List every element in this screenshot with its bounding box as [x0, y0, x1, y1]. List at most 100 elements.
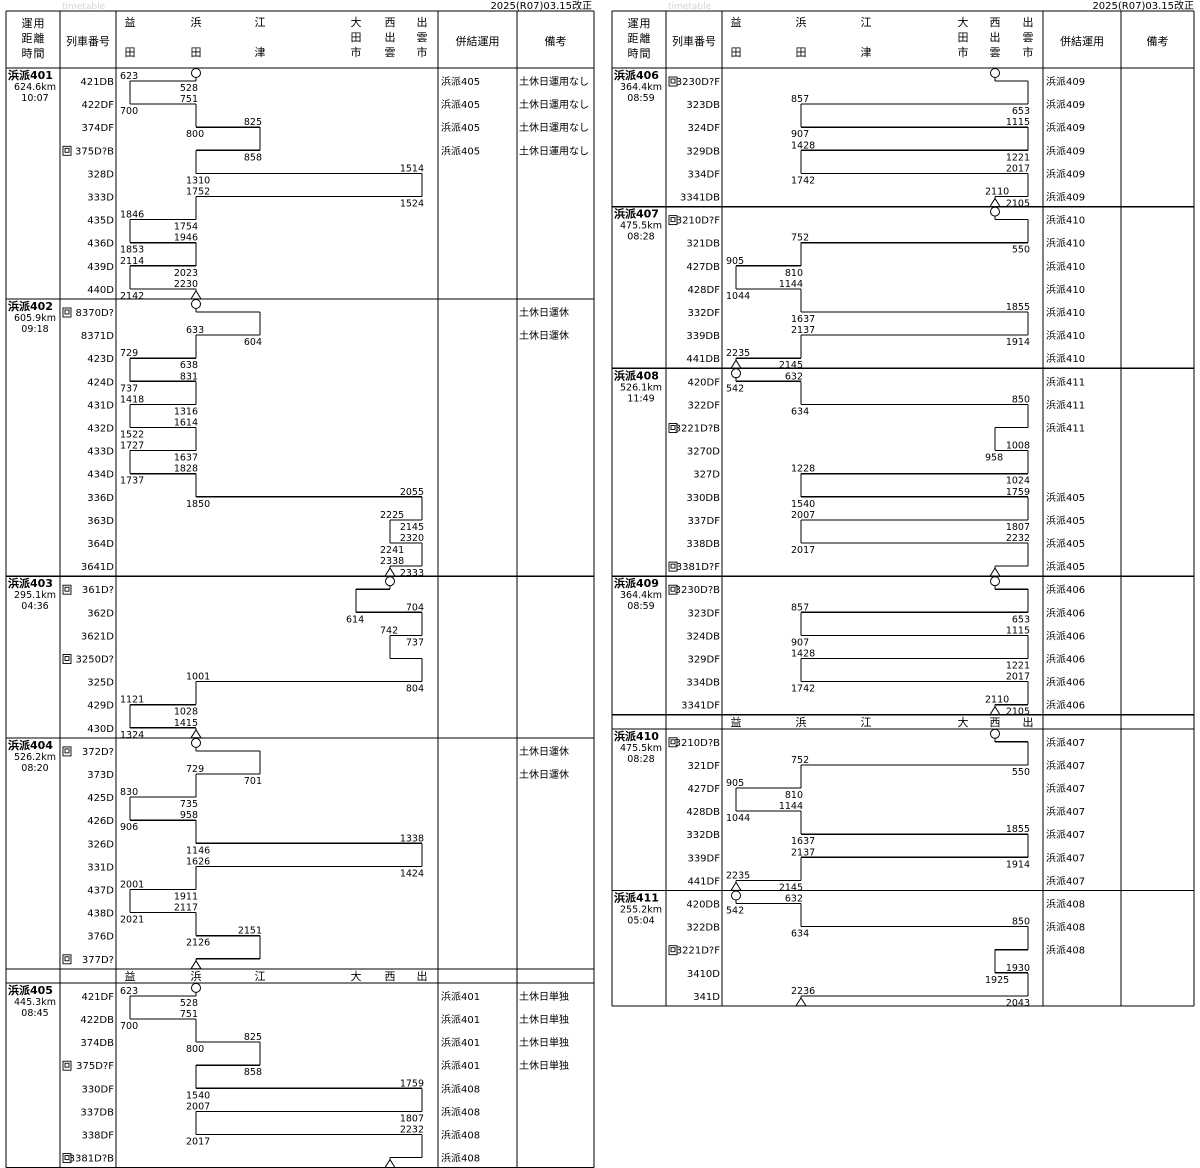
arrival-time: 850: [1012, 917, 1030, 928]
arrival-time: 850: [1012, 394, 1030, 405]
remark-text: 土休日単独: [519, 1059, 569, 1072]
departure-time: 550: [1012, 767, 1030, 778]
train-number: 327D: [693, 470, 720, 481]
departure-time: 2023: [174, 268, 198, 279]
departure-time: 1911: [174, 892, 198, 903]
train-number: 428DB: [686, 807, 720, 818]
train-number: 332DB: [686, 830, 720, 841]
train-number: 329DF: [687, 655, 720, 666]
arrival-time: 1828: [174, 464, 198, 475]
joint-operation: 浜派406: [1046, 584, 1085, 596]
arrival-time: 751: [180, 1009, 198, 1020]
departure-time: 700: [120, 106, 138, 117]
train-number: 329DB: [686, 146, 720, 157]
train-number: 435D: [87, 216, 114, 227]
departure-time: 2105: [1006, 199, 1030, 210]
end-triangle-icon: [730, 359, 742, 369]
station-header: 田: [958, 31, 969, 44]
header-biko: 備考: [1147, 35, 1169, 48]
station-subheader: 大: [958, 715, 969, 729]
remark-text: 土休日運休: [519, 745, 569, 758]
train-number: 364D: [87, 539, 114, 550]
train-number: 420DB: [686, 900, 720, 911]
train-number: 331D: [87, 862, 114, 873]
departure-time: 810: [785, 268, 803, 279]
header-kyori: 距: [22, 32, 33, 45]
departure-time: 804: [406, 684, 424, 695]
arrival-time: 1759: [1006, 487, 1030, 498]
block-distance: 526.2km: [14, 752, 56, 763]
train-number: 3341DB: [680, 193, 720, 204]
train-number: 330DB: [686, 493, 720, 504]
header-train-number: 列車番号: [66, 34, 110, 48]
departure-time: 1310: [186, 175, 210, 186]
kai-mark-icon: [668, 737, 678, 748]
joint-operation: 浜派405: [1046, 538, 1085, 550]
kai-mark-icon: [668, 215, 678, 226]
departure-time: 1637: [174, 453, 198, 464]
departure-time: 550: [1012, 245, 1030, 256]
arrival-time: 2225: [380, 510, 404, 521]
block-name: 浜派406: [614, 68, 659, 82]
end-triangle-icon: [989, 705, 1001, 716]
station-header: 益: [731, 15, 742, 29]
block-time: 04:36: [21, 601, 48, 612]
joint-operation: 浜派406: [1046, 630, 1085, 642]
header-heiketsu: 併結運用: [456, 34, 500, 48]
departure-time: 1044: [726, 813, 750, 824]
departure-time: 2043: [1006, 998, 1030, 1009]
arrival-time: 2001: [120, 880, 144, 891]
departure-time: 1540: [791, 499, 815, 510]
block-distance: 445.3km: [14, 997, 56, 1008]
joint-operation: 浜派401: [441, 1060, 480, 1072]
block-name: 浜派408: [614, 368, 659, 382]
station-subheader: 益: [731, 715, 742, 729]
station-header: 津: [861, 46, 872, 59]
kai-mark-icon: [64, 956, 70, 962]
departure-time: 1637: [791, 836, 815, 847]
joint-operation: 浜派407: [1046, 737, 1085, 749]
arrival-time: 1855: [1006, 824, 1030, 835]
departure-time: 907: [791, 637, 809, 648]
departure-time: 2017: [186, 1137, 210, 1148]
arrival-time: 752: [791, 233, 809, 244]
header-jikan: 間: [34, 47, 45, 60]
station-subheader: 江: [861, 716, 872, 729]
train-number: 339DF: [687, 853, 720, 864]
arrival-time: 2151: [238, 926, 262, 937]
kai-mark-icon: [62, 654, 72, 664]
train-number: 3210D?B: [675, 738, 720, 749]
train-number: 326D: [87, 839, 114, 850]
end-triangle-icon: [384, 1158, 396, 1168]
departure-time: 1221: [1006, 152, 1030, 163]
train-number: 3270D: [687, 447, 720, 458]
block-time: 08:28: [627, 232, 654, 243]
joint-operation: 浜派406: [1046, 607, 1085, 619]
arrival-time: 2055: [400, 487, 424, 498]
joint-operation: 浜派409: [1046, 145, 1085, 157]
arrival-time: 1428: [791, 649, 815, 660]
block-time: 08:59: [627, 601, 654, 612]
departure-time: 1044: [726, 291, 750, 302]
block-name: 浜派411: [614, 891, 659, 905]
joint-operation: 浜派407: [1046, 875, 1085, 887]
block-name: 浜派403: [8, 576, 53, 590]
arrival-time: 1727: [120, 441, 144, 452]
train-number: 421DB: [80, 77, 114, 88]
header-unyo: 用: [640, 17, 651, 30]
train-number: 8370D?: [76, 308, 114, 319]
remark-text: 土休日運用なし: [519, 144, 589, 157]
train-number: 3381D?B: [69, 1154, 114, 1165]
departure-time: 737: [120, 383, 138, 394]
arrival-time: 2137: [791, 325, 815, 336]
train-number: 422DF: [81, 100, 114, 111]
joint-operation: 浜派407: [1046, 806, 1085, 818]
arrival-time: 1144: [779, 279, 803, 290]
departure-time: 1742: [791, 175, 815, 186]
train-number: 434D: [87, 470, 114, 481]
train-number: 431D: [87, 400, 114, 411]
arrival-time: 2007: [791, 510, 815, 521]
arrival-time: 632: [785, 894, 803, 905]
start-circle-icon: [191, 737, 201, 748]
